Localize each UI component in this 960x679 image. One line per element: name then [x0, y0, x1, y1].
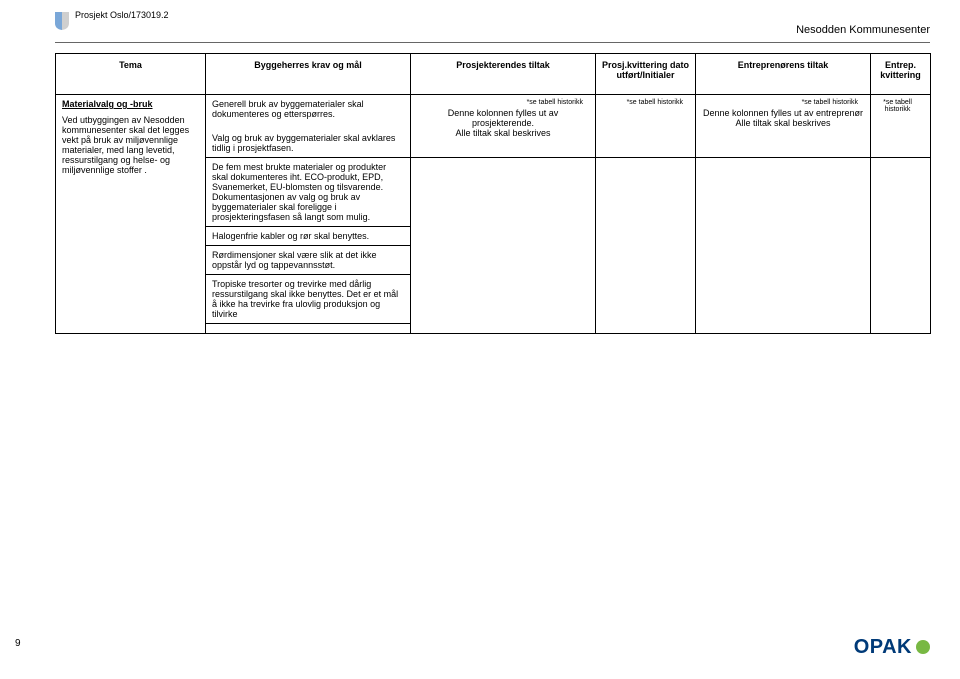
entrep-tiltak-text: Denne kolonnen fylles ut av entreprenør … — [702, 108, 864, 128]
bygg-p3: De fem mest brukte materialer og produkt… — [212, 162, 404, 222]
hist-note-4: *se tabell historikk — [877, 99, 924, 115]
shield-icon — [55, 12, 69, 30]
cell-bygg-2: De fem mest brukte materialer og produkt… — [206, 158, 411, 227]
cell-tema: Materialvalg og -bruk Ved utbyggingen av… — [56, 95, 206, 334]
cell-bygg-3: Halogenfrie kabler og rør skal benyttes. — [206, 227, 411, 246]
prosj-tiltak-text: Denne kolonnen fylles ut av prosjekteren… — [417, 108, 589, 138]
col-head-kv1: Prosj.kvittering dato utført/Initialer — [596, 54, 696, 95]
col-head-bygg: Byggeherres krav og mål — [206, 54, 411, 95]
col-head-ptiltak: Prosjekterendes tiltak — [411, 54, 596, 95]
tema-heading: Materialvalg og -bruk — [62, 99, 199, 109]
cell-kv2: *se tabell historikk — [871, 95, 931, 158]
header-divider — [55, 42, 930, 43]
project-reference: Prosjekt Oslo/173019.2 — [75, 10, 169, 20]
table-header-row: Tema Byggeherres krav og mål Prosjektere… — [56, 54, 931, 95]
hist-note-3: *se tabell historikk — [702, 99, 864, 108]
page-number: 9 — [15, 638, 21, 649]
cell-bygg-4: Rørdimensjoner skal være slik at det ikk… — [206, 246, 411, 275]
col-head-etiltak: Entreprenørens tiltak — [696, 54, 871, 95]
col-head-tema: Tema — [56, 54, 206, 95]
header-left: Prosjekt Oslo/173019.2 — [55, 10, 169, 30]
table-row: Materialvalg og -bruk Ved utbyggingen av… — [56, 95, 931, 158]
cell-etiltak: *se tabell historikk Denne kolonnen fyll… — [696, 95, 871, 158]
requirements-table: Tema Byggeherres krav og mål Prosjektere… — [55, 53, 931, 334]
logo-dot-icon — [916, 640, 930, 654]
cell-ptiltak-empty — [411, 158, 596, 334]
hist-note-1: *se tabell historikk — [417, 99, 589, 108]
doc-title: Nesodden Kommunesenter — [796, 24, 930, 36]
bygg-p5: Rørdimensjoner skal være slik at det ikk… — [212, 250, 404, 270]
cell-bygg-5: Tropiske tresorter og trevirke med dårli… — [206, 275, 411, 324]
cell-ptiltak: *se tabell historikk Denne kolonnen fyll… — [411, 95, 596, 158]
cell-etiltak-empty — [696, 158, 871, 334]
cell-pad — [206, 324, 411, 334]
bygg-p1: Generell bruk av byggematerialer skal do… — [212, 99, 404, 119]
col-head-kv2: Entrep. kvittering — [871, 54, 931, 95]
cell-kv1: *se tabell historikk — [596, 95, 696, 158]
opak-logo: OPAK — [854, 636, 930, 659]
cell-kv1-empty — [596, 158, 696, 334]
cell-bygg-1: Generell bruk av byggematerialer skal do… — [206, 95, 411, 158]
bygg-p2: Valg og bruk av byggematerialer skal avk… — [212, 133, 404, 153]
cell-kv2-empty — [871, 158, 931, 334]
tema-body: Ved utbyggingen av Nesodden kommunesente… — [62, 115, 189, 175]
bygg-p6: Tropiske tresorter og trevirke med dårli… — [212, 279, 404, 319]
page-header: Prosjekt Oslo/173019.2 Nesodden Kommunes… — [55, 10, 930, 36]
logo-text: OPAK — [854, 636, 912, 659]
bygg-p4: Halogenfrie kabler og rør skal benyttes. — [212, 231, 404, 241]
hist-note-2: *se tabell historikk — [602, 99, 689, 108]
